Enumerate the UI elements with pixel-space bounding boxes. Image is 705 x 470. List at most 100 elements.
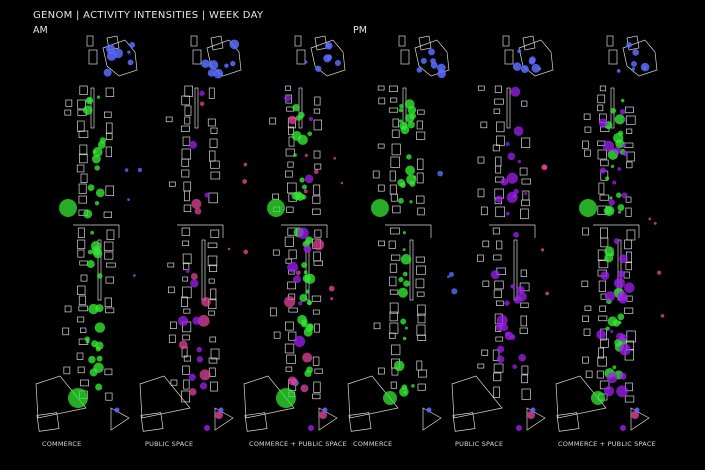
bubble-commerce	[301, 262, 308, 268]
street-outline	[177, 224, 224, 238]
bubble-commerce	[306, 299, 312, 306]
block-outline	[477, 254, 484, 262]
block-outline	[77, 316, 85, 323]
bubble-other	[201, 59, 210, 69]
block-outline	[597, 149, 607, 160]
block-outline	[314, 229, 322, 238]
block-outline	[88, 49, 98, 65]
bubble-commerce-large	[591, 391, 605, 405]
block-outline	[86, 35, 94, 47]
block-outline	[625, 261, 632, 271]
block-outline	[79, 260, 88, 266]
block-outline	[314, 163, 322, 170]
block-outline	[496, 300, 504, 306]
bubble-other	[218, 407, 224, 413]
activity-bubbles	[371, 48, 458, 413]
bubble-outlier	[124, 168, 129, 172]
block-outline	[626, 330, 636, 343]
block-outline	[494, 98, 504, 105]
bubble-commerce-large	[59, 199, 77, 217]
map-column-4	[347, 35, 458, 432]
block-outline	[209, 264, 218, 272]
bubble-public-space	[304, 153, 308, 157]
block-outline	[482, 240, 490, 248]
block-outline	[597, 356, 607, 367]
block-outline	[273, 331, 281, 339]
bubble-public-space	[196, 356, 204, 363]
block-outline	[181, 227, 191, 236]
bubble-other	[634, 407, 640, 413]
bubble-other	[224, 63, 229, 68]
block-outline	[80, 327, 87, 334]
block-outline	[389, 85, 398, 92]
block-outline	[389, 302, 399, 314]
block-outline	[496, 240, 503, 250]
block-outline	[285, 258, 292, 264]
block-outline	[182, 334, 190, 341]
bubble-public-space	[298, 301, 303, 306]
bubble-public-space	[619, 334, 628, 342]
block-outline	[623, 271, 630, 279]
bubble-other	[517, 49, 522, 54]
bubble-public-space	[617, 270, 625, 278]
block-outline	[167, 286, 175, 294]
map-column-3	[243, 35, 346, 432]
bubble-commerce	[398, 108, 403, 113]
block-outline	[373, 322, 381, 330]
bubble-other	[304, 60, 308, 64]
block-outline	[398, 35, 406, 47]
bubble-public-space	[513, 295, 522, 304]
block-outline	[377, 367, 385, 375]
block-outline	[625, 115, 636, 125]
block-outline	[599, 305, 607, 312]
bubble-public-space	[288, 115, 297, 125]
block-outline	[77, 366, 85, 374]
bubble-public-space	[500, 178, 509, 186]
block-outline	[519, 327, 528, 334]
bubble-public-space	[308, 425, 314, 431]
block-outline	[209, 138, 218, 148]
block-outline	[210, 288, 217, 301]
block-outline	[389, 170, 396, 182]
block-outline	[311, 295, 322, 302]
bubble-public-space	[191, 198, 202, 209]
bubble-public-space	[496, 314, 508, 326]
column-label-4: COMMERCE	[353, 440, 393, 448]
block-outline	[504, 49, 514, 65]
bubble-public-space	[319, 411, 327, 419]
block-outline	[77, 249, 85, 258]
block-outline	[372, 170, 380, 179]
bubble-public-space	[204, 425, 210, 431]
block-outline	[418, 369, 428, 378]
block-outline	[416, 172, 424, 184]
block-outline	[598, 347, 604, 359]
map-column-2	[139, 35, 249, 432]
block-outline	[495, 156, 502, 167]
bubble-public-space	[606, 372, 618, 384]
bubble-commerce	[298, 111, 305, 119]
block-outline	[583, 113, 591, 120]
bubble-other	[420, 57, 427, 64]
block-outline	[314, 368, 323, 374]
bubble-public-space	[619, 254, 628, 264]
bubble-other	[416, 67, 423, 73]
bubble-public-space	[598, 118, 608, 128]
block-outline	[378, 240, 385, 247]
block-outline	[521, 374, 529, 384]
bubble-other	[114, 407, 120, 413]
block-outline	[415, 195, 425, 204]
bubble-public-space	[596, 329, 606, 340]
block-outline	[168, 334, 176, 343]
block-outline	[596, 370, 604, 379]
triangle-outline	[110, 407, 130, 431]
block-outline	[480, 121, 488, 129]
block-outline	[207, 118, 216, 127]
plaza-outline	[244, 412, 268, 432]
bubble-commerce	[86, 260, 95, 269]
block-outline	[313, 381, 321, 393]
block-outline	[597, 94, 606, 104]
bubble-commerce	[87, 184, 95, 192]
block-outline	[208, 310, 215, 316]
bubble-commerce	[96, 95, 101, 99]
block-outline	[310, 39, 346, 77]
